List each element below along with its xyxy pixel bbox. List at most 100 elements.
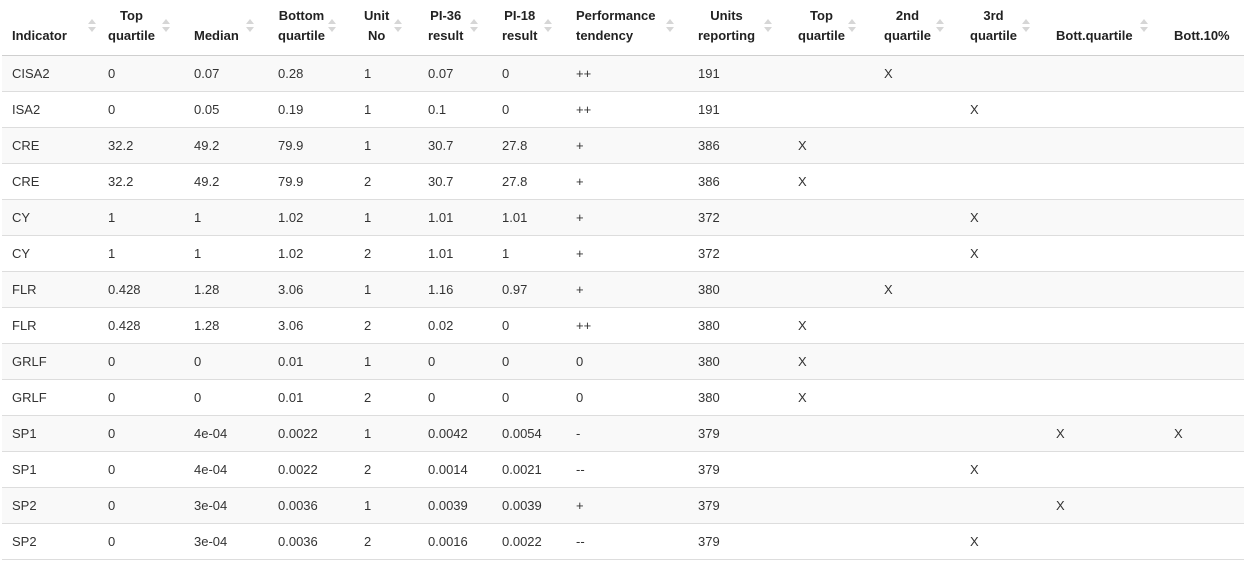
column-header-pi18[interactable]: PI-18 result — [492, 0, 566, 56]
sort-arrows-icon[interactable] — [470, 18, 478, 34]
column-header-q-2nd[interactable]: 2nd quartile — [874, 0, 960, 56]
cell-median: 1 — [184, 199, 268, 236]
cell-unit-no: 1 — [354, 487, 418, 524]
table-row: CY 1 1 1.02 2 1.01 1 +372 X — [2, 235, 1244, 272]
cell-indicator: ISA2 — [2, 91, 98, 128]
cell-top-quartile-value: 0 — [98, 379, 184, 416]
column-header-q-top[interactable]: Top quartile — [788, 0, 874, 56]
sort-arrows-icon[interactable] — [764, 18, 772, 34]
column-header-bottom-quartile-value[interactable]: Bottom quartile — [268, 0, 354, 56]
cell-unit-no: 2 — [354, 379, 418, 416]
cell-q-top — [788, 523, 874, 560]
cell-q-3rd: X — [960, 199, 1046, 236]
header-label-line: reporting — [698, 27, 756, 43]
cell-unit-no: 1 — [354, 91, 418, 128]
header-label-line: Median — [194, 27, 239, 43]
cell-q-top — [788, 415, 874, 452]
cell-unit-no: 1 — [354, 199, 418, 236]
cell-q-bott10 — [1164, 127, 1244, 164]
column-header-tendency[interactable]: Performance tendency — [566, 0, 688, 56]
column-header-unit-no[interactable]: Unit No — [354, 0, 418, 56]
cell-q-2nd — [874, 199, 960, 236]
cell-indicator: GRLF — [2, 343, 98, 380]
table-header: Indicator Top quartile Median Bottom quartile… — [2, 0, 1244, 56]
cell-bottom-quartile-value: 3.06 — [268, 307, 354, 344]
cell-q-2nd: X — [874, 271, 960, 308]
cell-tendency: ++ — [566, 307, 688, 344]
column-header-median[interactable]: Median — [184, 0, 268, 56]
cell-pi18: 0 — [492, 55, 566, 92]
cell-pi36: 0.0014 — [418, 451, 492, 488]
cell-pi18: 0.0021 — [492, 451, 566, 488]
cell-median: 3e-04 — [184, 523, 268, 560]
cell-q-top — [788, 55, 874, 92]
cell-bottom-quartile-value: 0.19 — [268, 91, 354, 128]
sort-arrows-icon[interactable] — [1022, 18, 1030, 34]
table-row: GRLF 0 0 0.01 2 0 0 0 380 X — [2, 379, 1244, 416]
cell-units-reporting: 379 — [688, 415, 788, 452]
sort-arrows-icon[interactable] — [394, 18, 402, 34]
header-label-line: result — [502, 27, 538, 43]
column-header-q-bott[interactable]: Bott.quartile — [1046, 0, 1164, 56]
cell-q-bott10 — [1164, 271, 1244, 308]
cell-bottom-quartile-value: 79.9 — [268, 127, 354, 164]
header-label-line: Performance — [576, 7, 656, 23]
cell-q-2nd — [874, 163, 960, 200]
cell-q-bott10 — [1164, 487, 1244, 524]
cell-q-2nd — [874, 343, 960, 380]
sort-arrows-icon[interactable] — [88, 18, 96, 34]
sort-arrows-icon[interactable] — [1140, 18, 1148, 34]
cell-tendency: 0 — [566, 343, 688, 380]
sort-arrows-icon[interactable] — [666, 18, 674, 34]
header-label-line: Bott.10% — [1174, 27, 1230, 43]
cell-q-top: X — [788, 307, 874, 344]
cell-pi18: 27.8 — [492, 127, 566, 164]
sort-arrows-icon[interactable] — [848, 18, 856, 34]
column-header-top-quartile-value[interactable]: Top quartile — [98, 0, 184, 56]
cell-median: 0.07 — [184, 55, 268, 92]
column-header-label: Top quartile — [798, 6, 845, 55]
cell-indicator: SP1 — [2, 415, 98, 452]
column-header-pi36[interactable]: PI-36 result — [418, 0, 492, 56]
cell-pi18: 0 — [492, 91, 566, 128]
column-header-label: Bottom quartile — [278, 6, 325, 55]
cell-q-bott — [1046, 55, 1164, 92]
cell-bottom-quartile-value: 0.01 — [268, 343, 354, 380]
cell-pi18: 0.0039 — [492, 487, 566, 524]
results-table: Indicator Top quartile Median Bottom quartile… — [2, 0, 1244, 560]
cell-q-top: X — [788, 379, 874, 416]
cell-pi18: 1.01 — [492, 199, 566, 236]
header-row: Indicator Top quartile Median Bottom quartile… — [2, 0, 1244, 56]
column-header-label: PI-36 result — [428, 6, 463, 55]
cell-indicator: SP1 — [2, 451, 98, 488]
column-header-indicator[interactable]: Indicator — [2, 0, 98, 56]
column-header-units-reporting[interactable]: Units reporting — [688, 0, 788, 56]
cell-units-reporting: 372 — [688, 199, 788, 236]
cell-unit-no: 2 — [354, 451, 418, 488]
cell-tendency: 0 — [566, 379, 688, 416]
column-header-q-bott10[interactable]: Bott.10% — [1164, 0, 1244, 56]
cell-median: 1 — [184, 235, 268, 272]
header-label-line: tendency — [576, 27, 634, 43]
column-header-label: Bott.10% — [1174, 6, 1230, 55]
cell-units-reporting: 191 — [688, 91, 788, 128]
header-label-line: Top — [810, 7, 833, 23]
sort-arrows-icon[interactable] — [936, 18, 944, 34]
column-header-label: 3rd quartile — [970, 6, 1017, 55]
cell-pi36: 0.1 — [418, 91, 492, 128]
cell-q-2nd — [874, 487, 960, 524]
cell-top-quartile-value: 0 — [98, 451, 184, 488]
cell-tendency: + — [566, 487, 688, 524]
header-label-line: No — [367, 27, 386, 43]
cell-q-top — [788, 451, 874, 488]
sort-arrows-icon[interactable] — [328, 18, 336, 34]
column-header-q-3rd[interactable]: 3rd quartile — [960, 0, 1046, 56]
sort-arrows-icon[interactable] — [544, 18, 552, 34]
cell-pi36: 0.0016 — [418, 523, 492, 560]
sort-arrows-icon[interactable] — [162, 18, 170, 34]
sort-arrows-icon[interactable] — [246, 18, 254, 34]
column-header-label: 2nd quartile — [884, 6, 931, 55]
cell-pi36: 1.16 — [418, 271, 492, 308]
cell-median: 3e-04 — [184, 487, 268, 524]
cell-q-2nd — [874, 379, 960, 416]
